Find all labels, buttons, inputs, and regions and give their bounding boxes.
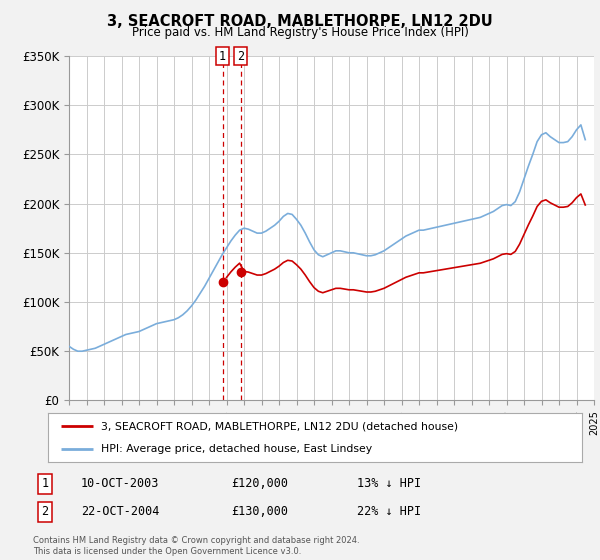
- Text: Contains HM Land Registry data © Crown copyright and database right 2024.: Contains HM Land Registry data © Crown c…: [33, 536, 359, 545]
- Text: 3, SEACROFT ROAD, MABLETHORPE, LN12 2DU: 3, SEACROFT ROAD, MABLETHORPE, LN12 2DU: [107, 14, 493, 29]
- Text: 22-OCT-2004: 22-OCT-2004: [81, 505, 160, 519]
- Text: HPI: Average price, detached house, East Lindsey: HPI: Average price, detached house, East…: [101, 444, 373, 454]
- Text: 2: 2: [41, 505, 49, 519]
- Text: 2: 2: [237, 49, 244, 63]
- Text: £130,000: £130,000: [231, 505, 288, 519]
- Text: £120,000: £120,000: [231, 477, 288, 491]
- Text: 10-OCT-2003: 10-OCT-2003: [81, 477, 160, 491]
- Text: 22% ↓ HPI: 22% ↓ HPI: [357, 505, 421, 519]
- Text: 1: 1: [41, 477, 49, 491]
- Text: This data is licensed under the Open Government Licence v3.0.: This data is licensed under the Open Gov…: [33, 547, 301, 556]
- Text: 1: 1: [219, 49, 226, 63]
- Text: 3, SEACROFT ROAD, MABLETHORPE, LN12 2DU (detached house): 3, SEACROFT ROAD, MABLETHORPE, LN12 2DU …: [101, 421, 458, 431]
- Text: 13% ↓ HPI: 13% ↓ HPI: [357, 477, 421, 491]
- Text: Price paid vs. HM Land Registry's House Price Index (HPI): Price paid vs. HM Land Registry's House …: [131, 26, 469, 39]
